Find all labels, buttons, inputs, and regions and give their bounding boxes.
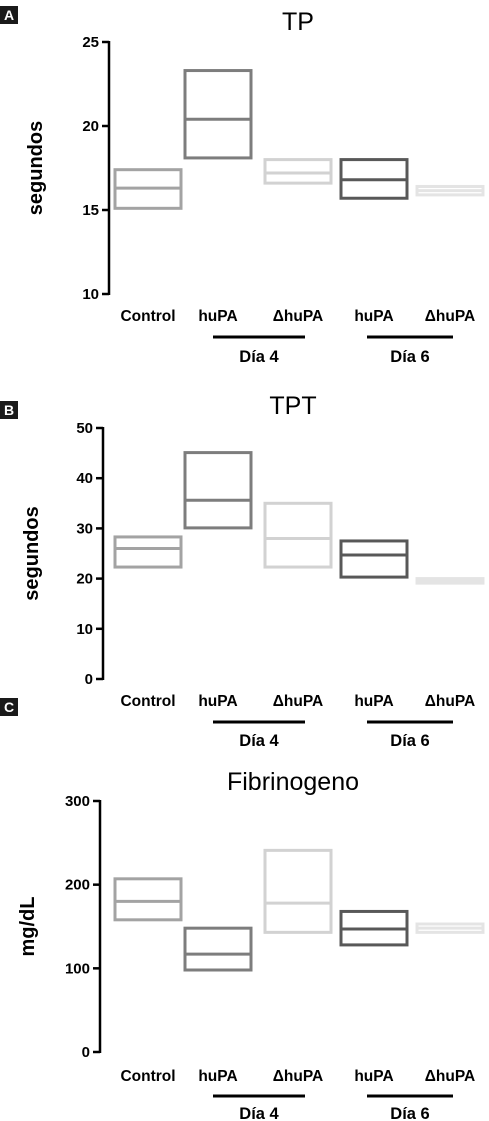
box-2: [183, 451, 253, 530]
box-2: [183, 926, 253, 972]
box-3: [263, 848, 333, 934]
chart-title: Fibrinogeno: [227, 768, 359, 796]
category-label: ΔhuPA: [425, 308, 475, 325]
y-tick-label: 30: [76, 520, 93, 537]
y-tick-label: 20: [82, 118, 99, 135]
panel-letter-box: [0, 698, 18, 716]
category-label: huPA: [354, 693, 393, 710]
group-label: Día 4: [239, 348, 279, 366]
category-label: huPA: [354, 308, 393, 325]
panel-letter: C: [4, 699, 14, 715]
y-tick-label: 20: [76, 571, 93, 588]
box-2: [183, 69, 253, 160]
category-label: ΔhuPA: [425, 1068, 475, 1085]
y-tick-label: 0: [85, 671, 93, 688]
category-label: ΔhuPA: [425, 693, 475, 710]
y-tick-label: 10: [76, 621, 93, 638]
group-label: Día 4: [239, 732, 279, 750]
y-tick-label: 200: [65, 877, 90, 894]
box-1: [113, 877, 183, 922]
group-label: Día 6: [390, 348, 429, 366]
y-tick-label: 100: [65, 960, 90, 977]
category-label: huPA: [198, 693, 237, 710]
group-label: Día 6: [390, 1105, 429, 1121]
panel-letter-box: [0, 6, 18, 24]
chart-title: TP: [282, 8, 314, 36]
group-label: Día 6: [390, 732, 429, 750]
y-axis-label: segundos: [21, 506, 43, 600]
y-tick-label: 15: [82, 202, 99, 219]
category-label: Control: [120, 1068, 175, 1085]
category-label: Control: [120, 693, 175, 710]
y-tick-label: 50: [76, 420, 93, 437]
category-label: ΔhuPA: [273, 1068, 323, 1085]
category-label: huPA: [354, 1068, 393, 1085]
y-tick-label: 40: [76, 470, 93, 487]
box-3: [263, 158, 333, 185]
y-tick-label: 0: [82, 1044, 90, 1061]
box-1: [113, 535, 183, 569]
y-axis-label: segundos: [25, 121, 47, 215]
y-tick-label: 10: [82, 286, 99, 303]
chart-title: TPT: [269, 392, 316, 420]
panel-letter: B: [4, 402, 14, 418]
category-label: huPA: [198, 308, 237, 325]
panel-letter-box: [0, 401, 18, 419]
group-label: Día 4: [239, 1105, 279, 1121]
category-label: ΔhuPA: [273, 693, 323, 710]
box-3: [263, 501, 333, 569]
y-tick-label: 25: [82, 34, 99, 51]
panel-letter: A: [4, 7, 14, 23]
category-label: huPA: [198, 1068, 237, 1085]
category-label: Control: [120, 308, 175, 325]
y-tick-label: 300: [65, 793, 90, 810]
box-4: [339, 539, 409, 579]
category-label: ΔhuPA: [273, 308, 323, 325]
y-axis-label: mg/dL: [17, 897, 39, 957]
